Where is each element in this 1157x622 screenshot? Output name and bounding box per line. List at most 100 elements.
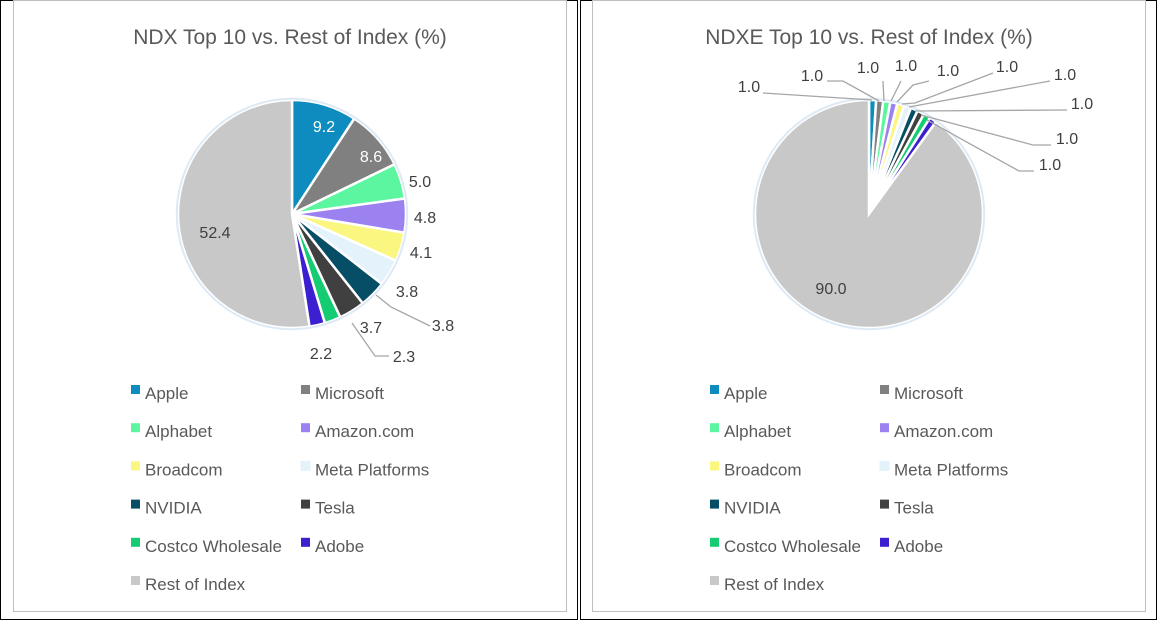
leader-line-alphabet bbox=[882, 80, 885, 102]
legend-swatch bbox=[710, 461, 719, 471]
leader-line-microsoft bbox=[827, 80, 880, 102]
legend-label: Alphabet bbox=[145, 422, 212, 441]
legend-item-tesla: Tesla bbox=[880, 499, 934, 518]
legend-label: Costco Wholesale bbox=[724, 537, 861, 556]
legend-label: Amazon.com bbox=[894, 422, 993, 441]
data-label-apple: 9.2 bbox=[313, 119, 335, 136]
legend-label: Meta Platforms bbox=[315, 460, 429, 479]
data-label-microsoft: 8.6 bbox=[360, 149, 382, 166]
legend-swatch bbox=[300, 460, 311, 471]
legend-label: NVIDIA bbox=[145, 499, 202, 518]
legend-label: Microsoft bbox=[894, 384, 963, 403]
legend-item-meta-platforms: Meta Platforms bbox=[879, 460, 1008, 479]
legend-label: Adobe bbox=[894, 537, 943, 556]
legend-item-alphabet: Alphabet bbox=[710, 422, 791, 441]
legend-swatch bbox=[710, 423, 719, 433]
data-label-rest-of-index: 52.4 bbox=[199, 225, 230, 242]
legend-item-costco-wholesale: Costco Wholesale bbox=[131, 537, 282, 556]
legend-label: Rest of Index bbox=[145, 575, 246, 594]
data-label-tesla: 3.7 bbox=[360, 320, 382, 337]
legend-item-rest-of-index: Rest of Index bbox=[710, 575, 825, 594]
legend-swatch bbox=[710, 499, 719, 509]
leader-line-tesla bbox=[914, 109, 1068, 112]
legend-label: Apple bbox=[724, 384, 767, 403]
chart-title: NDX Top 10 vs. Rest of Index (%) bbox=[133, 26, 447, 49]
legend-item-alphabet: Alphabet bbox=[131, 422, 212, 441]
legend-item-adobe: Adobe bbox=[301, 537, 364, 556]
legend-label: Meta Platforms bbox=[894, 460, 1008, 479]
leader-line-nvidia bbox=[908, 80, 1051, 108]
legend-item-nvidia: NVIDIA bbox=[131, 499, 202, 518]
data-label-amazon-com: 1.0 bbox=[895, 58, 917, 75]
data-label-alphabet: 1.0 bbox=[857, 60, 879, 77]
data-label-tesla: 1.0 bbox=[1071, 96, 1093, 113]
data-label-costco-wholesale: 2.3 bbox=[393, 349, 415, 366]
legend-item-tesla: Tesla bbox=[301, 499, 355, 518]
leader-line-nvidia bbox=[375, 294, 431, 327]
legend-swatch bbox=[131, 461, 140, 471]
pie-outline bbox=[752, 97, 986, 331]
legend-swatch bbox=[879, 460, 890, 471]
leader-line-amazon-com bbox=[890, 80, 902, 102]
legend-swatch bbox=[131, 423, 140, 433]
legend-item-meta-platforms: Meta Platforms bbox=[300, 460, 429, 479]
data-label-amazon-com: 4.8 bbox=[414, 210, 436, 227]
legend-label: Microsoft bbox=[315, 384, 384, 403]
ndxe-chart-panel: NDXE Top 10 vs. Rest of Index (%) 1.0 1.0… bbox=[592, 0, 1146, 612]
data-label-nvidia: 3.8 bbox=[432, 318, 454, 335]
data-label-adobe: 2.2 bbox=[310, 346, 332, 363]
legend-swatch bbox=[131, 385, 140, 394]
data-label-broadcom: 4.1 bbox=[410, 245, 432, 262]
legend-swatch bbox=[301, 385, 310, 394]
legend-swatch bbox=[131, 576, 140, 585]
ndx-chart-panel: NDX Top 10 vs. Rest of Index (%) 9.2 8.6 5… bbox=[13, 0, 567, 612]
legend-label: Tesla bbox=[315, 499, 355, 518]
legend-swatch bbox=[710, 385, 719, 394]
legend-item-amazon-com: Amazon.com bbox=[301, 422, 414, 441]
legend-item-nvidia: NVIDIA bbox=[710, 499, 781, 518]
legend-swatch bbox=[710, 537, 719, 547]
data-label-broadcom: 1.0 bbox=[937, 63, 959, 80]
legend-item-broadcom: Broadcom bbox=[710, 460, 801, 479]
legend-swatch bbox=[710, 576, 719, 585]
data-label-adobe: 1.0 bbox=[1039, 157, 1061, 174]
data-label-microsoft: 1.0 bbox=[801, 68, 823, 85]
legend-swatch bbox=[880, 499, 889, 509]
legend-label: Broadcom bbox=[145, 460, 222, 479]
data-label-nvidia: 1.0 bbox=[1054, 67, 1076, 84]
leader-line-adobe bbox=[926, 119, 1034, 172]
leader-line-meta-platforms bbox=[901, 72, 994, 105]
legend-item-broadcom: Broadcom bbox=[131, 460, 222, 479]
legend-label: Costco Wholesale bbox=[145, 537, 282, 556]
legend-label: Adobe bbox=[315, 537, 364, 556]
legend-item-amazon-com: Amazon.com bbox=[880, 422, 993, 441]
legend-swatch bbox=[301, 423, 310, 433]
legend-label: Apple bbox=[145, 384, 188, 403]
data-label-rest-of-index: 90.0 bbox=[815, 281, 846, 298]
legend-swatch bbox=[131, 537, 140, 547]
legend-item-adobe: Adobe bbox=[880, 537, 943, 556]
legend-label: Amazon.com bbox=[315, 422, 414, 441]
leader-line-apple bbox=[762, 92, 873, 101]
legend-swatch bbox=[301, 537, 310, 547]
pie-slice-rest-of-index bbox=[753, 98, 985, 330]
leader-line-costco-wholesale bbox=[920, 114, 1051, 146]
data-label-meta-platforms: 1.0 bbox=[996, 59, 1018, 76]
legend-label: Rest of Index bbox=[724, 575, 825, 594]
legend-item-rest-of-index: Rest of Index bbox=[131, 575, 246, 594]
data-label-meta-platforms: 3.8 bbox=[396, 284, 418, 301]
legend-item-apple: Apple bbox=[710, 384, 767, 403]
legend-item-microsoft: Microsoft bbox=[880, 384, 963, 403]
data-label-alphabet: 5.0 bbox=[409, 174, 431, 191]
data-label-costco-wholesale: 1.0 bbox=[1056, 131, 1078, 148]
legend-label: Alphabet bbox=[724, 422, 791, 441]
pie-slice-rest-of-index bbox=[176, 98, 311, 330]
ndxe-pie-chart: NDXE Top 10 vs. Rest of Index (%) 1.0 1.0… bbox=[705, 26, 1093, 594]
legend-label: Broadcom bbox=[724, 460, 801, 479]
legend-swatch bbox=[131, 499, 140, 509]
legend-item-costco-wholesale: Costco Wholesale bbox=[710, 537, 861, 556]
ndx-pie-chart: NDX Top 10 vs. Rest of Index (%) 9.2 8.6 5… bbox=[131, 26, 454, 594]
legend-swatch bbox=[880, 423, 889, 433]
legend-item-microsoft: Microsoft bbox=[301, 384, 384, 403]
leader-line-costco-wholesale bbox=[351, 322, 389, 357]
